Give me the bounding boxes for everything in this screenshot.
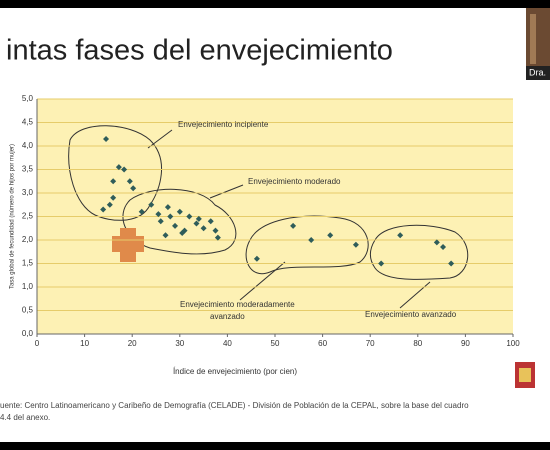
- point: [162, 232, 169, 239]
- point: [207, 218, 214, 225]
- annotation: Envejecimiento incipiente: [178, 120, 269, 129]
- x-tick-label: 0: [35, 339, 40, 348]
- y-axis-label: Tasa global de fecundidad (número de hij…: [10, 144, 16, 289]
- annotation: Envejecimiento moderadamente: [180, 300, 295, 309]
- point: [110, 178, 117, 185]
- webcam: Dra.: [526, 8, 550, 80]
- y-tick-label: 4,0: [22, 141, 34, 150]
- x-tick-label: 50: [271, 339, 280, 348]
- x-tick-label: 80: [413, 339, 422, 348]
- point: [115, 164, 122, 171]
- point: [155, 211, 162, 218]
- point: [157, 218, 164, 225]
- top-bar: [0, 0, 550, 8]
- x-tick-label: 30: [175, 339, 184, 348]
- point: [397, 232, 404, 239]
- point: [253, 255, 260, 262]
- y-tick-label: 2,0: [22, 235, 34, 244]
- y-tick-label: 2,5: [22, 212, 34, 221]
- logo-inner: [519, 368, 531, 382]
- outline-mod-avanzado: [245, 215, 369, 275]
- point: [126, 178, 133, 185]
- point: [186, 213, 193, 220]
- x-tick-label: 70: [366, 339, 375, 348]
- point: [352, 241, 359, 248]
- point: [110, 194, 117, 201]
- point: [212, 227, 219, 234]
- y-tick-label: 3,5: [22, 165, 34, 174]
- arrow: [239, 261, 286, 301]
- x-tick-label: 100: [506, 339, 520, 348]
- point: [106, 201, 113, 208]
- x-tick-label: 20: [128, 339, 137, 348]
- point: [179, 229, 186, 236]
- point: [121, 166, 128, 173]
- x-axis-label: Índice de envejecimiento (por cien): [173, 367, 297, 376]
- point: [290, 222, 297, 229]
- point: [327, 232, 334, 239]
- pointer-icon: [112, 228, 144, 262]
- point: [195, 215, 202, 222]
- annotation: avanzado: [210, 312, 245, 321]
- arrow: [209, 184, 244, 199]
- point: [130, 185, 137, 192]
- y-tick-label: 4,5: [22, 118, 34, 127]
- point: [138, 208, 145, 215]
- outline-avanzado: [370, 224, 469, 280]
- webcam-label: Dra.: [529, 67, 546, 77]
- point: [164, 204, 171, 211]
- y-tick-label: 0,5: [22, 306, 34, 315]
- point: [440, 244, 447, 251]
- y-tick-label: 3,0: [22, 188, 34, 197]
- x-tick-label: 90: [461, 339, 470, 348]
- webcam-label-bg: [526, 66, 550, 80]
- point: [148, 201, 155, 208]
- slide-title: intas fases del envejecimiento: [6, 35, 393, 67]
- y-tick-label: 0,0: [22, 329, 34, 338]
- point: [448, 260, 455, 267]
- bottom-bar: [0, 442, 550, 450]
- bookshelf: [530, 14, 536, 64]
- arrow: [147, 129, 173, 149]
- y-tick-label: 1,0: [22, 282, 34, 291]
- point: [103, 135, 110, 142]
- point: [167, 213, 174, 220]
- point: [214, 234, 221, 241]
- x-tick-label: 10: [80, 339, 89, 348]
- annotation: Envejecimiento moderado: [248, 177, 341, 186]
- point: [308, 237, 315, 243]
- point: [172, 222, 179, 229]
- arrow: [399, 281, 431, 309]
- point: [200, 225, 207, 232]
- point: [176, 208, 183, 215]
- annotation: Envejecimiento avanzado: [365, 310, 457, 319]
- logo: [515, 362, 535, 388]
- point: [193, 220, 200, 227]
- point: [433, 239, 440, 246]
- point: [100, 206, 107, 213]
- point: [378, 260, 385, 267]
- x-tick-label: 60: [318, 339, 327, 348]
- y-tick-label: 1,5: [22, 259, 34, 268]
- source-line: 4.4 del anexo.: [0, 413, 50, 422]
- x-tick-label: 40: [223, 339, 232, 348]
- y-tick-label: 5,0: [22, 94, 34, 103]
- source-line: uente: Centro Latinoamericano y Caribeño…: [0, 401, 469, 410]
